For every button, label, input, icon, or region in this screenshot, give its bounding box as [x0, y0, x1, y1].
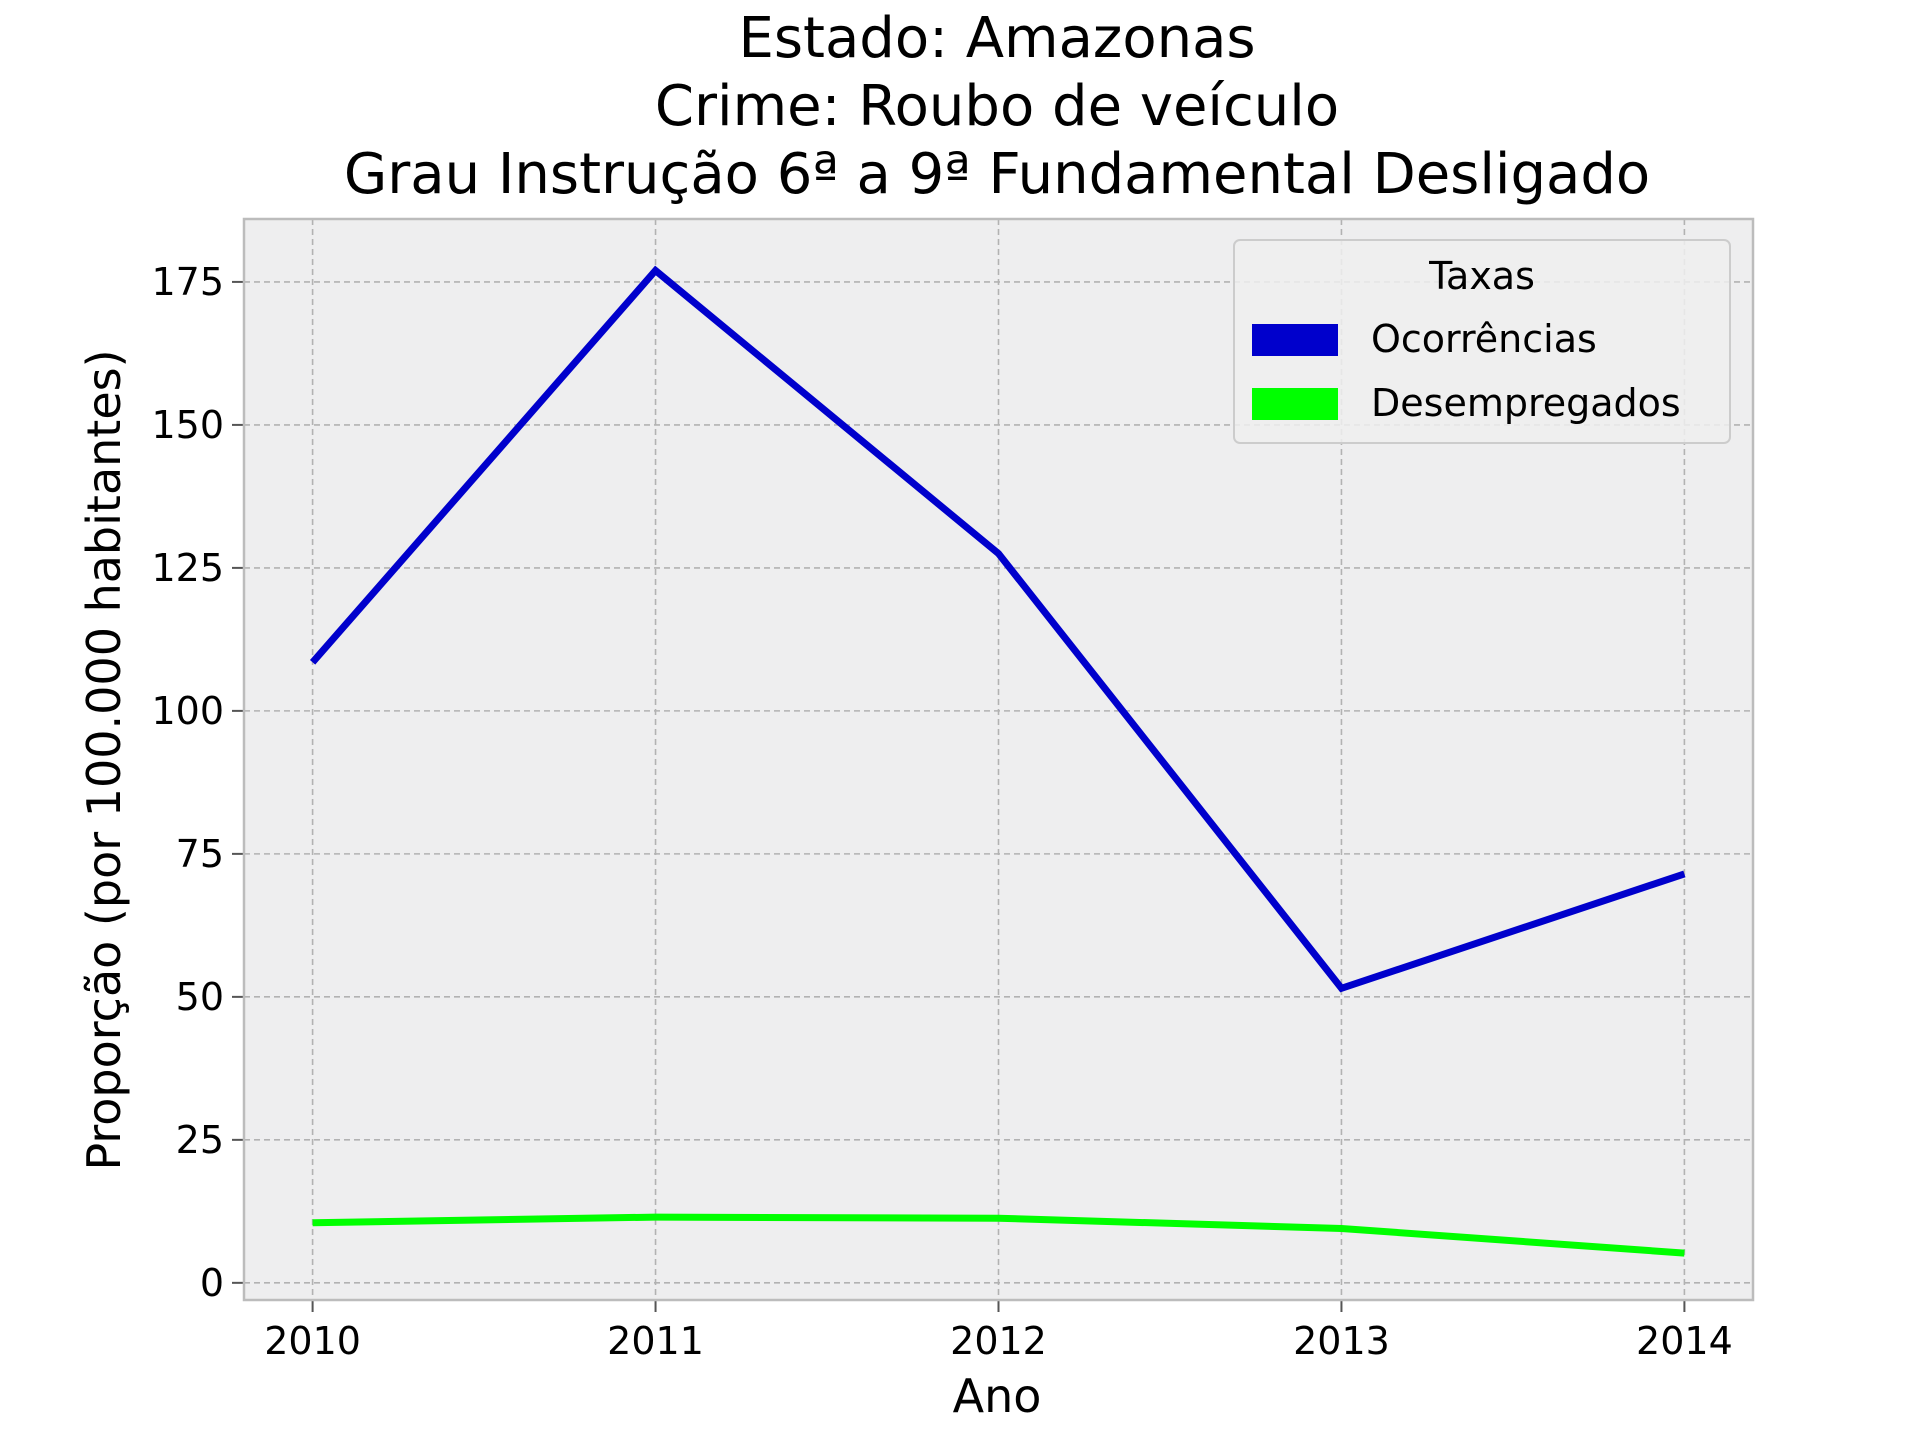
x-axis-label: Ano — [953, 1369, 1042, 1423]
legend: Taxas Ocorrências Desempregados — [1233, 239, 1731, 444]
title-line-3: Grau Instrução 6ª a 9ª Fundamental Desli… — [344, 142, 1650, 207]
series-line-desempregados — [312, 1213, 1685, 1257]
x-tick-label: 2011 — [607, 1319, 704, 1363]
y-tick-label: 125 — [151, 546, 224, 590]
y-tick-label: 75 — [176, 832, 224, 876]
series-lines — [309, 265, 1686, 1257]
x-tick-label: 2012 — [950, 1319, 1047, 1363]
chart-title: Estado: Amazonas Crime: Roubo de veículo… — [344, 6, 1650, 207]
x-tick-label: 2013 — [1293, 1319, 1390, 1363]
y-tick-label: 25 — [176, 1118, 224, 1162]
legend-title: Taxas — [1428, 254, 1535, 298]
title-line-2: Crime: Roubo de veículo — [655, 74, 1339, 139]
x-tick-label: 2014 — [1636, 1319, 1733, 1363]
legend-label-desempregados: Desempregados — [1371, 381, 1681, 425]
title-line-1: Estado: Amazonas — [738, 6, 1255, 71]
y-axis-ticks: 0 25 50 75 100 125 150 175 — [151, 260, 244, 1305]
legend-label-ocorrencias: Ocorrências — [1371, 317, 1597, 361]
y-tick-label: 150 — [151, 403, 224, 447]
legend-box — [1233, 239, 1731, 444]
legend-swatch-ocorrencias — [1252, 324, 1338, 356]
plot-frame — [242, 217, 1755, 1302]
x-tick-label: 2010 — [264, 1319, 361, 1363]
y-tick-label: 50 — [176, 975, 224, 1019]
x-axis-ticks: 2010 2011 2012 2013 2014 — [264, 1300, 1733, 1363]
legend-swatch-desempregados — [1252, 388, 1338, 420]
y-axis-label: Proporção (por 100.000 habitantes) — [77, 349, 131, 1170]
series-line-ocorrencias — [309, 265, 1686, 993]
y-tick-label: 175 — [151, 260, 224, 304]
y-tick-label: 0 — [200, 1261, 224, 1305]
y-tick-label: 100 — [151, 689, 224, 733]
